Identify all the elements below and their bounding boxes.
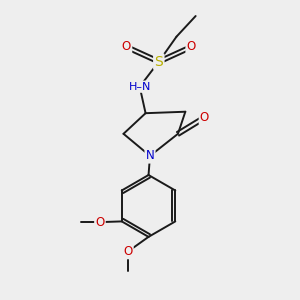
Text: O: O bbox=[200, 111, 209, 124]
Text: S: S bbox=[154, 55, 163, 69]
Text: N: N bbox=[146, 149, 154, 162]
Text: O: O bbox=[187, 40, 196, 53]
Text: O: O bbox=[123, 245, 133, 258]
Text: O: O bbox=[95, 216, 105, 229]
Text: H–N: H–N bbox=[128, 82, 151, 92]
Text: O: O bbox=[122, 40, 131, 53]
